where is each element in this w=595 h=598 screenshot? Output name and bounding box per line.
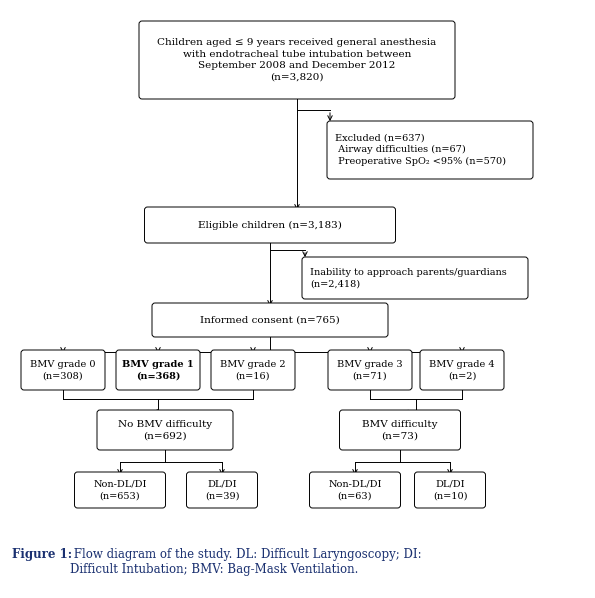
FancyBboxPatch shape [340,410,461,450]
Text: BMV difficulty
(n=73): BMV difficulty (n=73) [362,420,438,440]
Text: BMV grade 4
(n=2): BMV grade 4 (n=2) [429,360,495,380]
Text: Excluded (n=637)
 Airway difficulties (n=67)
 Preoperative SpO₂ <95% (n=570): Excluded (n=637) Airway difficulties (n=… [335,134,506,166]
Text: BMV grade 1
(n=368): BMV grade 1 (n=368) [122,360,194,380]
FancyBboxPatch shape [211,350,295,390]
Text: DL/DI
(n=10): DL/DI (n=10) [433,480,467,500]
Text: Inability to approach parents/guardians
(n=2,418): Inability to approach parents/guardians … [310,268,507,288]
Text: BMV grade 2
(n=16): BMV grade 2 (n=16) [220,360,286,380]
FancyBboxPatch shape [302,257,528,299]
FancyBboxPatch shape [309,472,400,508]
Text: DL/DI
(n=39): DL/DI (n=39) [205,480,239,500]
FancyBboxPatch shape [327,121,533,179]
FancyBboxPatch shape [74,472,165,508]
Text: Flow diagram of the study. DL: Difficult Laryngoscopy; DI:
Difficult Intubation;: Flow diagram of the study. DL: Difficult… [70,548,422,576]
Text: Informed consent (n=765): Informed consent (n=765) [200,316,340,325]
Text: Figure 1:: Figure 1: [12,548,72,561]
FancyBboxPatch shape [21,350,105,390]
FancyBboxPatch shape [328,350,412,390]
Text: BMV grade 3
(n=71): BMV grade 3 (n=71) [337,360,403,380]
FancyBboxPatch shape [152,303,388,337]
Text: BMV grade 0
(n=308): BMV grade 0 (n=308) [30,360,96,380]
FancyBboxPatch shape [97,410,233,450]
Text: Non-DL/DI
(n=63): Non-DL/DI (n=63) [328,480,382,500]
FancyBboxPatch shape [116,350,200,390]
Text: Children aged ≤ 9 years received general anesthesia
with endotracheal tube intub: Children aged ≤ 9 years received general… [157,38,437,82]
Text: Non-DL/DI
(n=653): Non-DL/DI (n=653) [93,480,147,500]
Text: No BMV difficulty
(n=692): No BMV difficulty (n=692) [118,420,212,440]
FancyBboxPatch shape [145,207,396,243]
Text: Eligible children (n=3,183): Eligible children (n=3,183) [198,221,342,230]
FancyBboxPatch shape [415,472,486,508]
FancyBboxPatch shape [139,21,455,99]
FancyBboxPatch shape [420,350,504,390]
FancyBboxPatch shape [186,472,258,508]
